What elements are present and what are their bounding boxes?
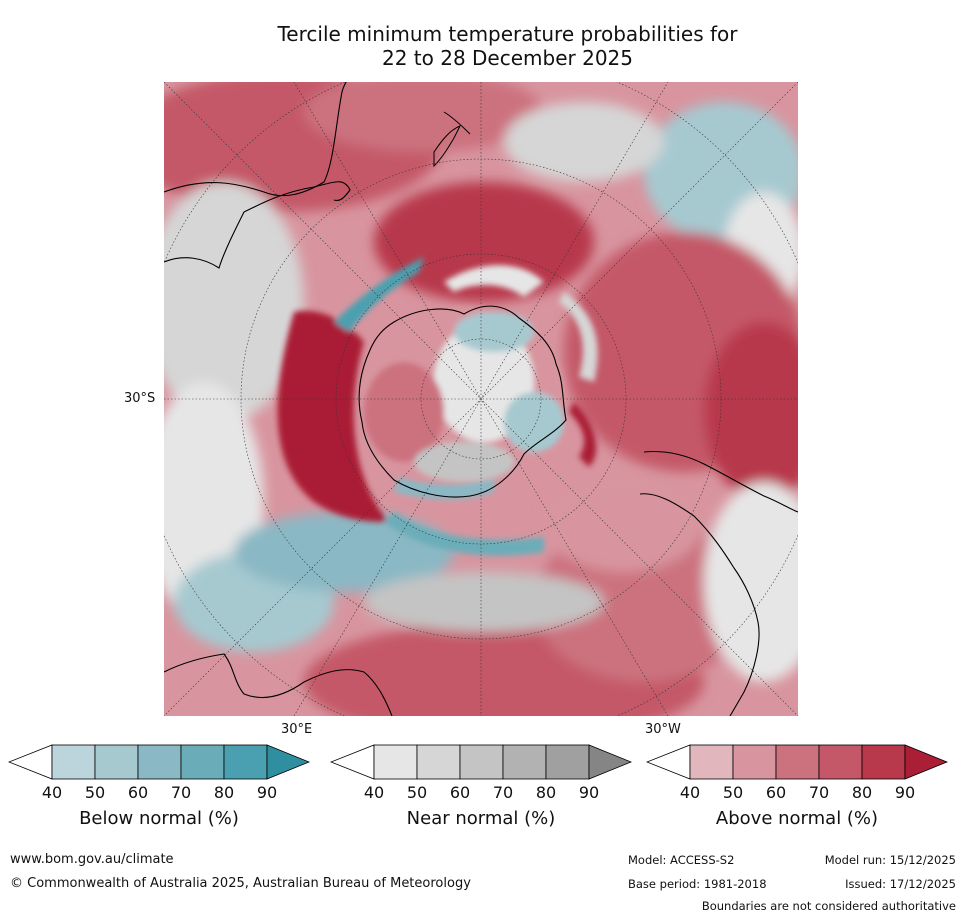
- model-text: Model: ACCESS-S2: [628, 853, 735, 867]
- tick-label: 70: [808, 783, 830, 802]
- tick-label: 40: [41, 783, 63, 802]
- base-period-text: Base period: 1981-2018: [628, 877, 767, 891]
- tick-label: 60: [449, 783, 471, 802]
- tick-label: 80: [213, 783, 235, 802]
- boundaries-disclaimer: Boundaries are not considered authoritat…: [701, 899, 956, 913]
- tick-label: 80: [535, 783, 557, 802]
- above-colorbar-svg: [646, 744, 948, 780]
- above-normal-label: Above normal (%): [715, 808, 879, 829]
- graticule: [164, 82, 798, 716]
- tick-label: 80: [851, 783, 873, 802]
- tick-label: 50: [84, 783, 106, 802]
- tick-label: 90: [256, 783, 278, 802]
- title-line-2: 22 to 28 December 2025: [381, 46, 633, 70]
- tick-label: 50: [406, 783, 428, 802]
- australia-south-coast: [164, 181, 351, 269]
- below-normal-colorbar: [8, 744, 310, 780]
- tick-label: 60: [765, 783, 787, 802]
- tick-label: 70: [170, 783, 192, 802]
- antarctica-coastline: [358, 305, 567, 498]
- below-colorbar-svg: [8, 744, 310, 780]
- tick-label: 50: [722, 783, 744, 802]
- near-normal-colorbar: [330, 744, 632, 780]
- tick-label: 60: [127, 783, 149, 802]
- tick-label: 40: [679, 783, 701, 802]
- latitude-label-30s: 30°S: [124, 391, 156, 406]
- tick-label: 90: [894, 783, 916, 802]
- title-line-1: Tercile minimum temperature probabilitie…: [277, 22, 738, 46]
- longitude-label-30w: 30°W: [645, 722, 681, 737]
- copyright-text: © Commonwealth of Australia 2025, Austra…: [10, 876, 471, 891]
- below-normal-label: Below normal (%): [79, 808, 239, 829]
- south-america-coastline: [643, 450, 798, 513]
- tick-label: 70: [492, 783, 514, 802]
- issued-text: Issued: 17/12/2025: [845, 877, 956, 891]
- website-link[interactable]: www.bom.gov.au/climate: [10, 852, 174, 867]
- map-title: Tercile minimum temperature probabilitie…: [160, 22, 855, 70]
- australia-coastline: [164, 82, 347, 197]
- tick-label: 40: [363, 783, 385, 802]
- near-colorbar-svg: [330, 744, 632, 780]
- above-normal-colorbar: [646, 744, 948, 780]
- near-normal-label: Near normal (%): [406, 808, 556, 829]
- model-run-text: Model run: 15/12/2025: [824, 853, 956, 867]
- longitude-label-30e: 30°E: [281, 722, 313, 737]
- map-svg: [164, 82, 798, 716]
- new-zealand-coastline: [433, 125, 462, 168]
- tick-label: 90: [578, 783, 600, 802]
- polar-map: [164, 82, 798, 716]
- africa-coastline: [164, 653, 393, 716]
